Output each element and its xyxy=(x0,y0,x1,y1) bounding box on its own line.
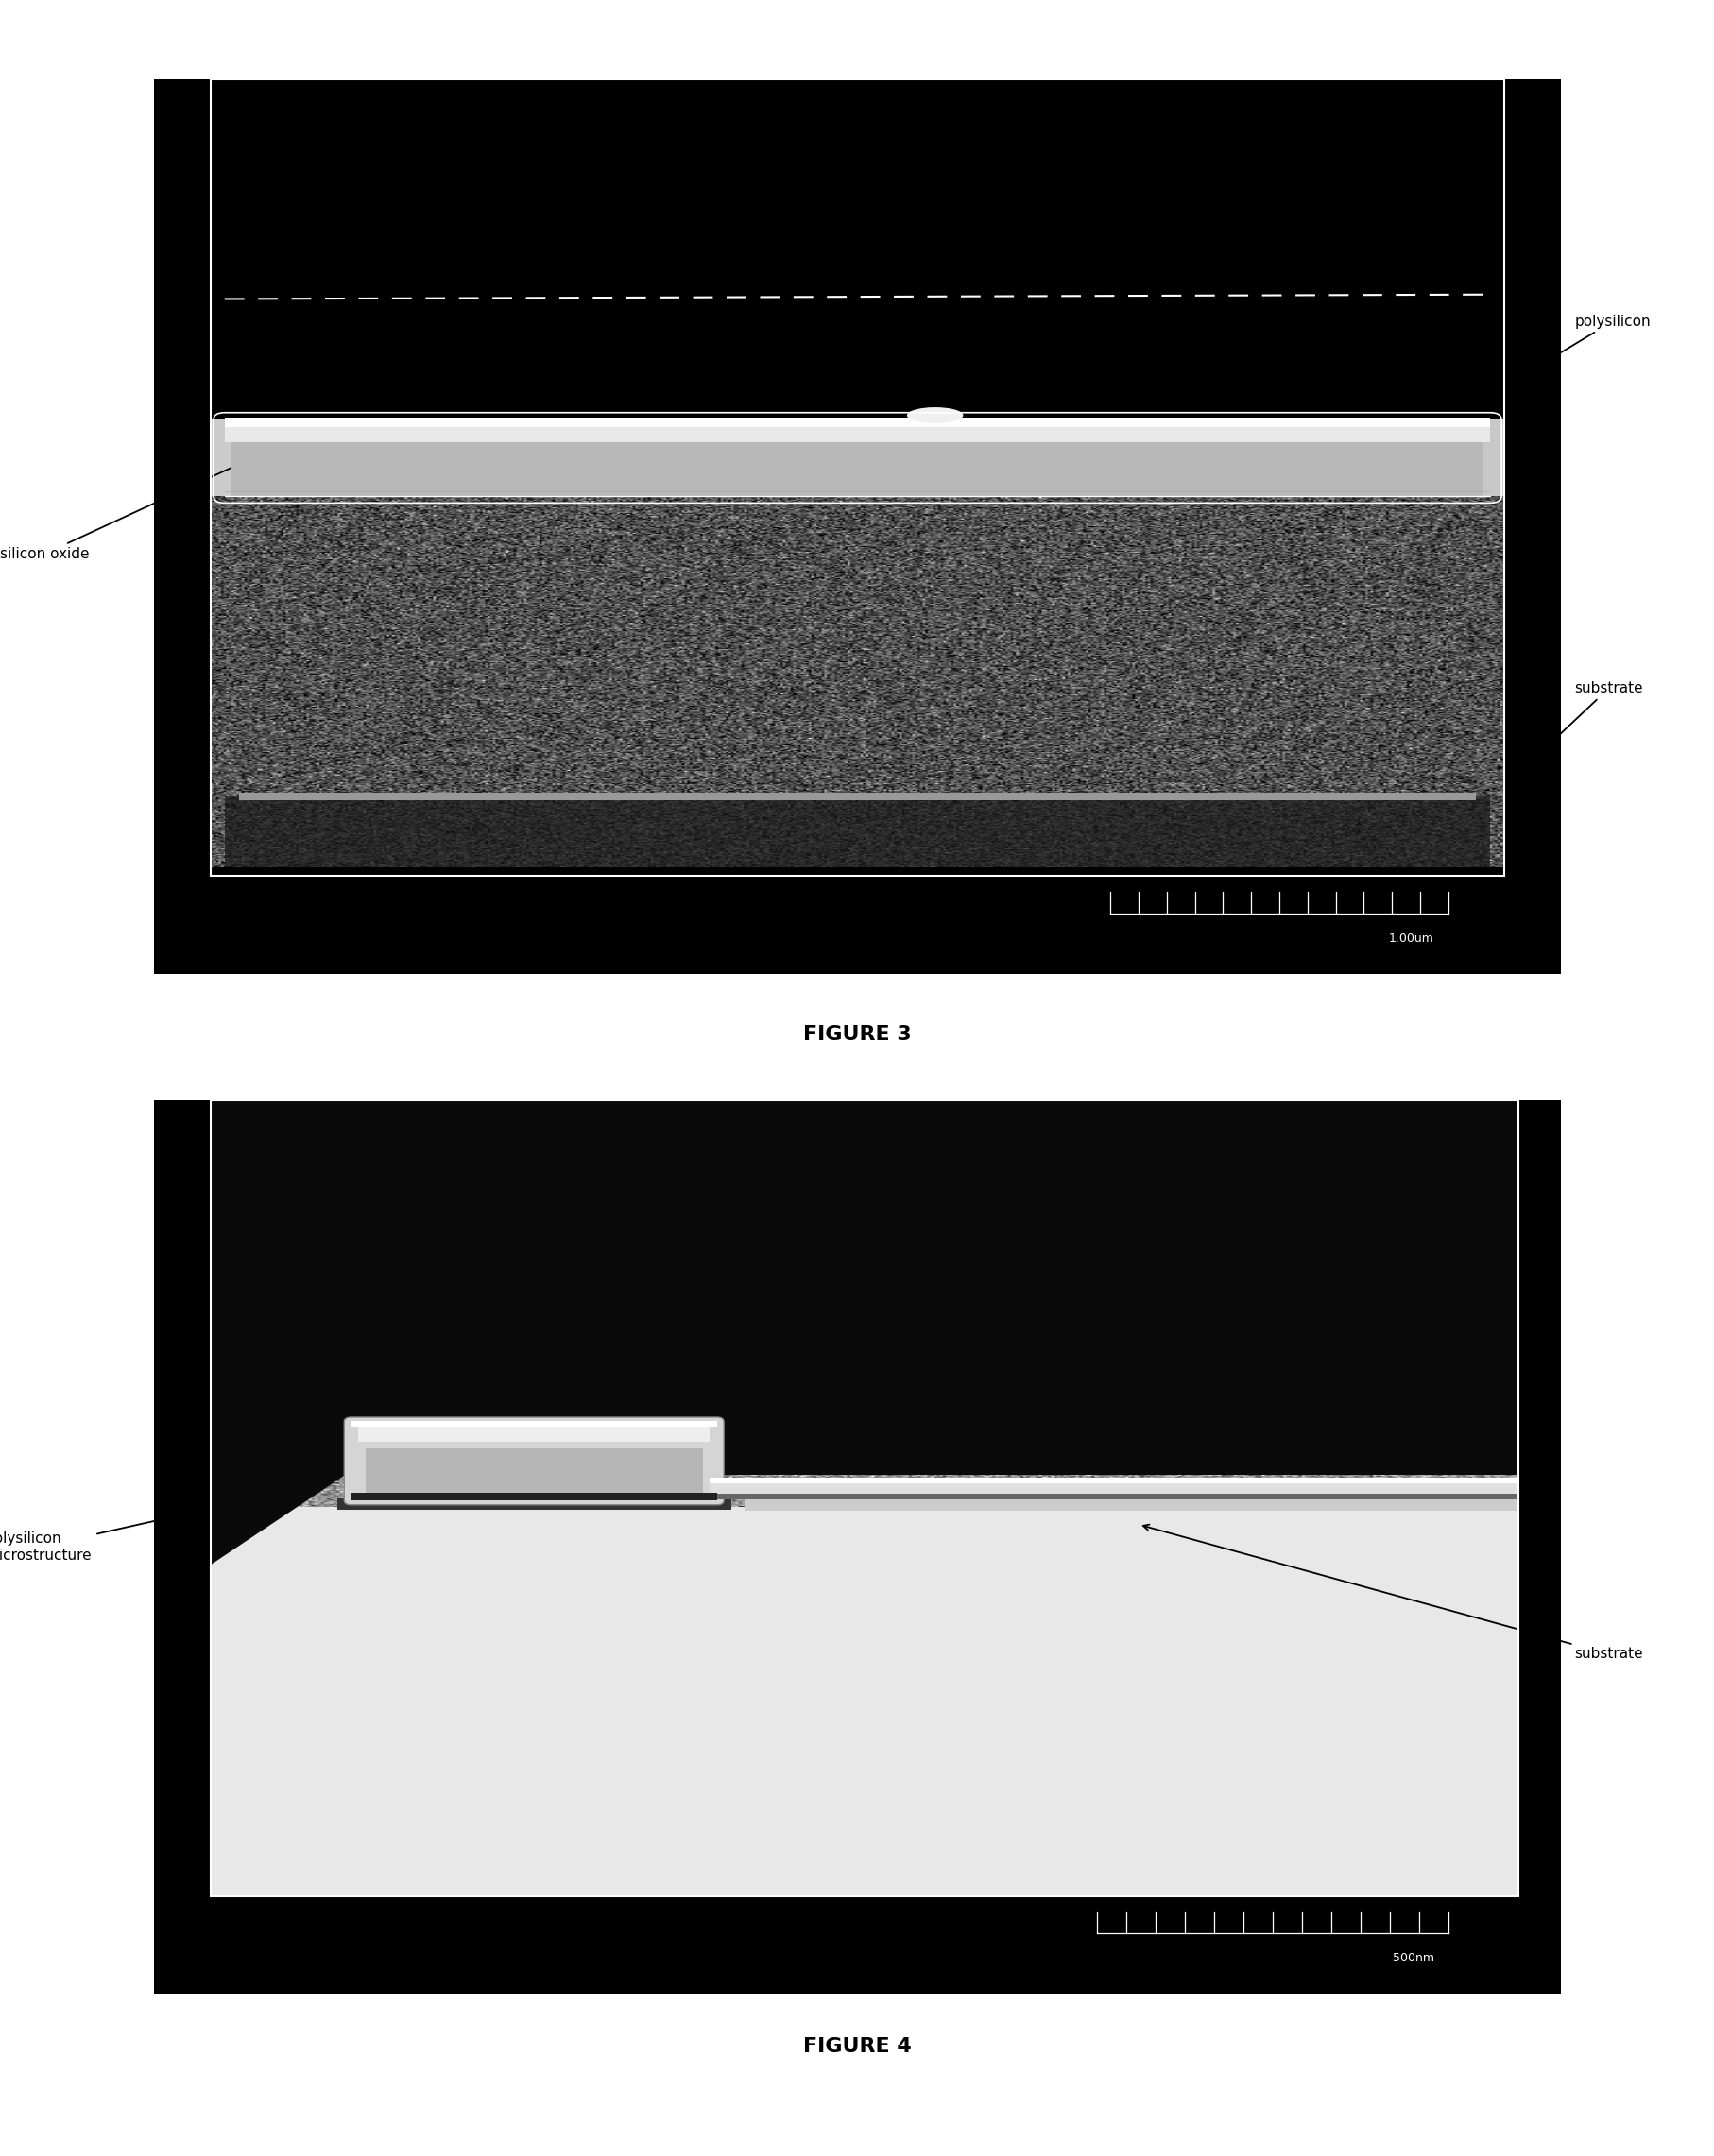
Bar xyxy=(225,418,1489,427)
Bar xyxy=(225,796,1489,867)
Bar xyxy=(211,1100,1517,1895)
Bar xyxy=(351,1421,716,1427)
Text: FIGURE 3: FIGURE 3 xyxy=(802,1026,912,1044)
Bar xyxy=(238,793,1476,800)
Bar xyxy=(744,1496,1517,1511)
Bar xyxy=(211,420,238,496)
Bar xyxy=(365,1449,703,1494)
Text: 500nm: 500nm xyxy=(1392,1953,1433,1964)
Bar xyxy=(710,1494,1517,1501)
Bar xyxy=(225,420,1489,442)
Bar xyxy=(154,875,1560,975)
Bar xyxy=(710,1479,1517,1483)
Text: silicon oxide: silicon oxide xyxy=(0,459,249,561)
Bar xyxy=(351,1492,716,1501)
Bar xyxy=(710,1479,1517,1496)
Polygon shape xyxy=(211,1100,365,1565)
Polygon shape xyxy=(211,1100,1517,1479)
Text: FIGURE 4: FIGURE 4 xyxy=(802,2037,912,2055)
Bar xyxy=(358,1421,710,1442)
Polygon shape xyxy=(281,1479,1517,1501)
Polygon shape xyxy=(211,1490,1517,1895)
Text: substrate: substrate xyxy=(1507,681,1642,783)
Bar xyxy=(211,420,252,487)
Bar xyxy=(231,442,1483,496)
Bar xyxy=(211,80,1503,285)
Bar xyxy=(154,1895,1560,1994)
Polygon shape xyxy=(211,1100,519,1565)
Text: polysilicon
microstructure: polysilicon microstructure xyxy=(0,1460,417,1563)
FancyBboxPatch shape xyxy=(345,1416,723,1505)
Text: substrate: substrate xyxy=(1143,1524,1642,1662)
Text: polysilicon: polysilicon xyxy=(1436,315,1651,427)
Bar xyxy=(211,80,1503,875)
Text: 1.00um: 1.00um xyxy=(1388,934,1433,944)
Bar xyxy=(338,1498,730,1509)
Bar xyxy=(1433,420,1503,496)
Ellipse shape xyxy=(907,407,963,423)
